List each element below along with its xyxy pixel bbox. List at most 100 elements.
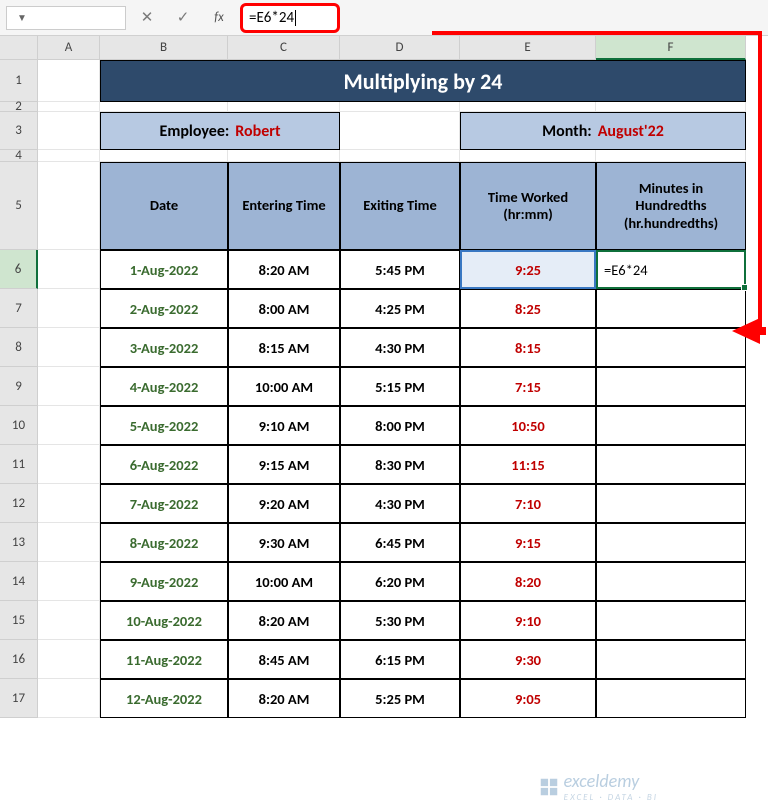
row-header-6[interactable]: 6 <box>0 250 38 289</box>
cancel-button[interactable]: ✕ <box>132 6 162 30</box>
cell-A15[interactable] <box>38 601 100 640</box>
cell-blank[interactable] <box>228 150 340 162</box>
cell-A11[interactable] <box>38 445 100 484</box>
cell-worked-7[interactable]: 8:25 <box>460 289 596 328</box>
cell-exit-13[interactable]: 6:45 PM <box>340 523 460 562</box>
cell-date-15[interactable]: 10-Aug-2022 <box>100 601 228 640</box>
enter-button[interactable]: ✓ <box>168 6 198 30</box>
cell-enter-6[interactable]: 8:20 AM <box>228 250 340 289</box>
cell-date-12[interactable]: 7-Aug-2022 <box>100 484 228 523</box>
row-header-3[interactable]: 3 <box>0 112 38 150</box>
cell-blank[interactable] <box>596 150 746 162</box>
cell-date-16[interactable]: 11-Aug-2022 <box>100 640 228 679</box>
row-header-9[interactable]: 9 <box>0 367 38 406</box>
cell-blank[interactable] <box>38 102 100 112</box>
cell-enter-10[interactable]: 9:10 AM <box>228 406 340 445</box>
cell-minutes-8[interactable] <box>596 328 746 367</box>
cell-enter-17[interactable]: 8:20 AM <box>228 679 340 718</box>
column-header-A[interactable]: A <box>38 36 100 60</box>
cell-exit-11[interactable]: 8:30 PM <box>340 445 460 484</box>
cell-minutes-12[interactable] <box>596 484 746 523</box>
fx-button[interactable]: fx <box>204 6 234 30</box>
cell-A1[interactable] <box>38 60 100 102</box>
column-header-B[interactable]: B <box>100 36 228 60</box>
dropdown-icon[interactable]: ▼ <box>17 11 27 24</box>
cell-worked-9[interactable]: 7:15 <box>460 367 596 406</box>
cell-minutes-14[interactable] <box>596 562 746 601</box>
cell-enter-16[interactable]: 8:45 AM <box>228 640 340 679</box>
cell-exit-16[interactable]: 6:15 PM <box>340 640 460 679</box>
cell-exit-14[interactable]: 6:20 PM <box>340 562 460 601</box>
cell-exit-10[interactable]: 8:00 PM <box>340 406 460 445</box>
cell-exit-7[interactable]: 4:25 PM <box>340 289 460 328</box>
cell-worked-8[interactable]: 8:15 <box>460 328 596 367</box>
cell-A10[interactable] <box>38 406 100 445</box>
cell-worked-12[interactable]: 7:10 <box>460 484 596 523</box>
cell-minutes-13[interactable] <box>596 523 746 562</box>
cell-A17[interactable] <box>38 679 100 718</box>
cell-minutes-11[interactable] <box>596 445 746 484</box>
row-header-11[interactable]: 11 <box>0 445 38 484</box>
cell-A6[interactable] <box>38 250 100 289</box>
column-header-F[interactable]: F <box>596 36 746 60</box>
fill-handle[interactable] <box>741 284 748 291</box>
cell-exit-6[interactable]: 5:45 PM <box>340 250 460 289</box>
cell-D3[interactable] <box>340 112 460 150</box>
cell-worked-6[interactable]: 9:25 <box>460 250 596 289</box>
cell-enter-15[interactable]: 8:20 AM <box>228 601 340 640</box>
cell-date-13[interactable]: 8-Aug-2022 <box>100 523 228 562</box>
row-header-12[interactable]: 12 <box>0 484 38 523</box>
cell-worked-15[interactable]: 9:10 <box>460 601 596 640</box>
column-header-D[interactable]: D <box>340 36 460 60</box>
cell-A5[interactable] <box>38 162 100 250</box>
row-header-13[interactable]: 13 <box>0 523 38 562</box>
row-header-15[interactable]: 15 <box>0 601 38 640</box>
row-header-17[interactable]: 17 <box>0 679 38 718</box>
cell-exit-17[interactable]: 5:25 PM <box>340 679 460 718</box>
cell-blank[interactable] <box>460 102 596 112</box>
cell-enter-8[interactable]: 8:15 AM <box>228 328 340 367</box>
cell-worked-11[interactable]: 11:15 <box>460 445 596 484</box>
cell-enter-7[interactable]: 8:00 AM <box>228 289 340 328</box>
column-header-C[interactable]: C <box>228 36 340 60</box>
name-box[interactable]: ▼ <box>6 6 126 30</box>
cell-blank[interactable] <box>38 150 100 162</box>
cell-date-17[interactable]: 12-Aug-2022 <box>100 679 228 718</box>
cell-blank[interactable] <box>100 150 228 162</box>
cell-enter-9[interactable]: 10:00 AM <box>228 367 340 406</box>
cell-blank[interactable] <box>460 150 596 162</box>
cell-minutes-10[interactable] <box>596 406 746 445</box>
row-header-1[interactable]: 1 <box>0 60 38 102</box>
cell-date-11[interactable]: 6-Aug-2022 <box>100 445 228 484</box>
cell-A16[interactable] <box>38 640 100 679</box>
cell-enter-11[interactable]: 9:15 AM <box>228 445 340 484</box>
cell-worked-13[interactable]: 9:15 <box>460 523 596 562</box>
cell-minutes-6[interactable]: =E6*24 <box>596 250 746 289</box>
cell-exit-12[interactable]: 4:30 PM <box>340 484 460 523</box>
cell-A3[interactable] <box>38 112 100 150</box>
row-header-14[interactable]: 14 <box>0 562 38 601</box>
cell-minutes-7[interactable] <box>596 289 746 328</box>
cell-date-6[interactable]: 1-Aug-2022 <box>100 250 228 289</box>
cell-worked-10[interactable]: 10:50 <box>460 406 596 445</box>
cell-exit-15[interactable]: 5:30 PM <box>340 601 460 640</box>
cell-date-7[interactable]: 2-Aug-2022 <box>100 289 228 328</box>
cell-blank[interactable] <box>340 150 460 162</box>
cell-enter-14[interactable]: 10:00 AM <box>228 562 340 601</box>
cell-A13[interactable] <box>38 523 100 562</box>
cell-date-9[interactable]: 4-Aug-2022 <box>100 367 228 406</box>
worksheet-grid[interactable]: ABCDEF1Multiplying by 2423Employee:Rober… <box>0 36 768 718</box>
column-header-E[interactable]: E <box>460 36 596 60</box>
row-header-4[interactable]: 4 <box>0 150 38 162</box>
row-header-5[interactable]: 5 <box>0 162 38 250</box>
row-header-10[interactable]: 10 <box>0 406 38 445</box>
cell-minutes-15[interactable] <box>596 601 746 640</box>
cell-A7[interactable] <box>38 289 100 328</box>
cell-worked-16[interactable]: 9:30 <box>460 640 596 679</box>
row-header-8[interactable]: 8 <box>0 328 38 367</box>
cell-date-10[interactable]: 5-Aug-2022 <box>100 406 228 445</box>
cell-minutes-17[interactable] <box>596 679 746 718</box>
cell-exit-9[interactable]: 5:15 PM <box>340 367 460 406</box>
cell-enter-12[interactable]: 9:20 AM <box>228 484 340 523</box>
cell-blank[interactable] <box>596 102 746 112</box>
